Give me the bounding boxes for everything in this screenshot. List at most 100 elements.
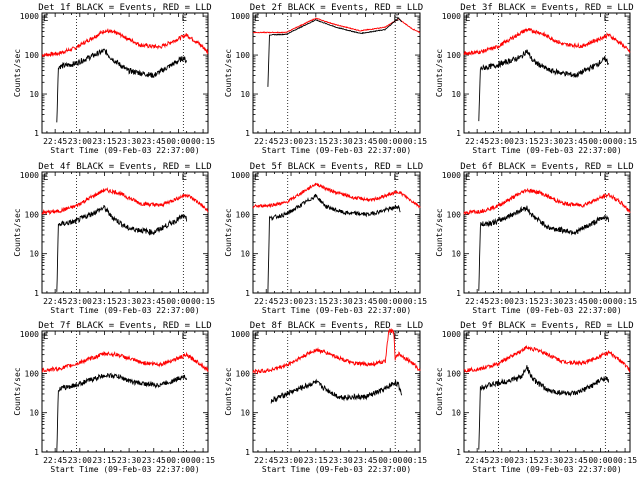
y-tick-label: 100 xyxy=(25,210,40,219)
x-tick-label: 00:00 xyxy=(588,297,612,306)
x-axis-label: Start Time (09-Feb-03 22:37:00) xyxy=(50,465,199,474)
e-marker: E xyxy=(182,173,187,183)
x-axis-label: Start Time (09-Feb-03 22:37:00) xyxy=(262,306,411,315)
x-axis-label: Start Time (09-Feb-03 22:37:00) xyxy=(262,146,411,155)
x-tick-label: 23:00 xyxy=(279,297,303,306)
x-tick-label: 22:45 xyxy=(465,137,489,146)
e-marker: E xyxy=(604,173,609,183)
y-tick-label: 10 xyxy=(29,90,39,99)
x-tick-label: 23:15 xyxy=(514,456,538,465)
x-tick-label: 23:00 xyxy=(68,137,92,146)
y-tick-label: 10 xyxy=(29,250,39,259)
x-tick-label: 23:00 xyxy=(490,137,514,146)
y-tick-label: 100 xyxy=(236,210,251,219)
y-tick-label: 1 xyxy=(245,129,250,138)
series-lld-line xyxy=(463,27,631,56)
plot-frame xyxy=(252,12,421,134)
x-tick-label: 22:45 xyxy=(43,297,67,306)
series-events-line xyxy=(56,204,188,292)
y-tick-label: 1000 xyxy=(231,171,250,180)
chart-panel-3: Det 3f BLACK = Events, RED = LLD 1 10 100 10… xyxy=(435,3,637,155)
plot-frame xyxy=(463,12,631,134)
y-tick-label: 10 xyxy=(29,409,39,418)
chart-title: Det 3f BLACK = Events, RED = LLD xyxy=(460,3,633,13)
series-events-line xyxy=(478,49,609,122)
y-tick-label: 1000 xyxy=(20,330,39,339)
y-axis-label: Counts/sec xyxy=(435,49,444,97)
chart-title: Det 6f BLACK = Events, RED = LLD xyxy=(460,162,633,172)
x-tick-label: 23:15 xyxy=(92,137,116,146)
y-tick-label: 100 xyxy=(236,51,251,60)
y-axis-label: Counts/sec xyxy=(435,208,444,256)
x-tick-label: 00:00 xyxy=(166,137,190,146)
y-tick-label: 100 xyxy=(236,369,251,378)
y-tick-label: 10 xyxy=(240,250,250,259)
x-tick-label: 23:15 xyxy=(514,137,538,146)
chart-title: Det 8f BLACK = Events, RED = LLD xyxy=(250,321,423,331)
x-tick-label: 00:00 xyxy=(378,137,402,146)
x-tick-label: 00:15 xyxy=(191,456,215,465)
x-axis-label: Start Time (09-Feb-03 22:37:00) xyxy=(472,146,621,155)
x-tick-label: 22:45 xyxy=(465,456,489,465)
series-lld-line xyxy=(41,350,209,373)
chart-title: Det 7f BLACK = Events, RED = LLD xyxy=(38,321,211,331)
y-tick-label: 1000 xyxy=(442,330,461,339)
y-axis-label: Counts/sec xyxy=(13,208,22,256)
e-marker-corner: E xyxy=(43,173,48,183)
y-tick-label: 1 xyxy=(456,129,461,138)
e-marker-corner: E xyxy=(254,173,259,183)
y-tick-label: 1000 xyxy=(20,171,39,180)
y-tick-label: 1 xyxy=(245,448,250,457)
x-tick-label: 23:45 xyxy=(564,137,588,146)
x-tick-label: 00:15 xyxy=(191,137,215,146)
chart-title: Det 5f BLACK = Events, RED = LLD xyxy=(250,162,423,172)
e-marker-corner: E xyxy=(465,173,470,183)
e-marker: E xyxy=(604,332,609,342)
x-tick-label: 23:30 xyxy=(329,297,353,306)
y-axis-label: Counts/sec xyxy=(13,49,22,97)
y-axis-label: Counts/sec xyxy=(435,367,444,415)
x-tick-label: 23:00 xyxy=(490,456,514,465)
x-axis-label: Start Time (09-Feb-03 22:37:00) xyxy=(472,306,621,315)
plot-frame xyxy=(41,330,209,453)
x-tick-label: 00:00 xyxy=(588,456,612,465)
x-tick-label: 00:15 xyxy=(191,297,215,306)
y-tick-label: 100 xyxy=(447,51,462,60)
x-tick-label: 23:30 xyxy=(117,456,141,465)
series-events-line xyxy=(478,365,610,450)
x-tick-label: 23:00 xyxy=(279,456,303,465)
x-axis-label: Start Time (09-Feb-03 22:37:00) xyxy=(50,306,199,315)
x-axis-label: Start Time (09-Feb-03 22:37:00) xyxy=(262,465,411,474)
y-tick-label: 100 xyxy=(447,369,462,378)
y-tick-label: 1000 xyxy=(442,12,461,21)
e-marker-corner: E xyxy=(465,14,470,24)
x-axis-label: Start Time (09-Feb-03 22:37:00) xyxy=(472,465,621,474)
y-axis-label: Counts/sec xyxy=(224,208,233,256)
x-tick-label: 23:00 xyxy=(68,456,92,465)
x-tick-label: 23:45 xyxy=(564,297,588,306)
chart-title: Det 4f BLACK = Events, RED = LLD xyxy=(38,162,211,172)
plot-frame xyxy=(463,171,631,294)
y-tick-label: 1000 xyxy=(231,12,250,21)
x-tick-label: 22:45 xyxy=(254,456,278,465)
y-axis-label: Counts/sec xyxy=(224,49,233,97)
x-tick-label: 23:45 xyxy=(353,456,377,465)
plot-frame xyxy=(252,330,421,453)
y-tick-label: 1000 xyxy=(231,330,250,339)
x-tick-label: 23:45 xyxy=(142,137,166,146)
x-tick-label: 22:45 xyxy=(254,137,278,146)
y-tick-label: 100 xyxy=(25,369,40,378)
x-tick-label: 22:45 xyxy=(43,137,67,146)
x-tick-label: 00:00 xyxy=(378,456,402,465)
y-tick-label: 1 xyxy=(245,289,250,298)
chart-panel-8: Det 8f BLACK = Events, RED = LLD 1 10 100 10… xyxy=(224,321,427,474)
y-tick-label: 1000 xyxy=(442,171,461,180)
e-marker-corner: E xyxy=(43,14,48,24)
series-events-line xyxy=(56,48,188,123)
chart-panel-7: Det 7f BLACK = Events, RED = LLD 1 10 100 10… xyxy=(13,321,215,474)
x-tick-label: 23:00 xyxy=(279,137,303,146)
x-tick-label: 23:45 xyxy=(142,456,166,465)
series-lld-line xyxy=(41,186,209,216)
series-lld-line xyxy=(252,328,421,375)
